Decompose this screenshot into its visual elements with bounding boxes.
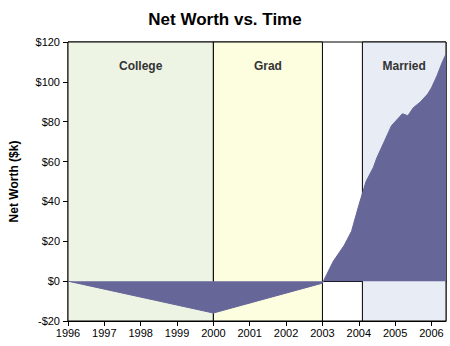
svg-text:Married: Married [383, 59, 426, 73]
svg-text:1996: 1996 [56, 327, 80, 339]
svg-text:1999: 1999 [165, 327, 189, 339]
svg-text:1997: 1997 [92, 327, 116, 339]
svg-text:$0: $0 [48, 275, 60, 287]
svg-text:2001: 2001 [237, 327, 261, 339]
svg-text:2004: 2004 [347, 327, 371, 339]
svg-text:-$20: -$20 [38, 315, 60, 327]
svg-text:Grad: Grad [254, 59, 282, 73]
svg-text:$60: $60 [42, 156, 60, 168]
svg-text:$80: $80 [42, 116, 60, 128]
svg-text:2000: 2000 [201, 327, 225, 339]
svg-text:Net Worth vs. Time: Net Worth vs. Time [148, 10, 301, 29]
svg-text:1998: 1998 [128, 327, 152, 339]
svg-text:$100: $100 [36, 76, 60, 88]
svg-text:2005: 2005 [383, 327, 407, 339]
svg-text:Net Worth ($k): Net Worth ($k) [7, 141, 21, 223]
svg-text:$20: $20 [42, 235, 60, 247]
svg-text:College: College [119, 59, 163, 73]
svg-text:$40: $40 [42, 195, 60, 207]
svg-text:2002: 2002 [274, 327, 298, 339]
svg-text:$120: $120 [36, 36, 60, 48]
svg-text:2006: 2006 [419, 327, 443, 339]
svg-text:2003: 2003 [310, 327, 334, 339]
